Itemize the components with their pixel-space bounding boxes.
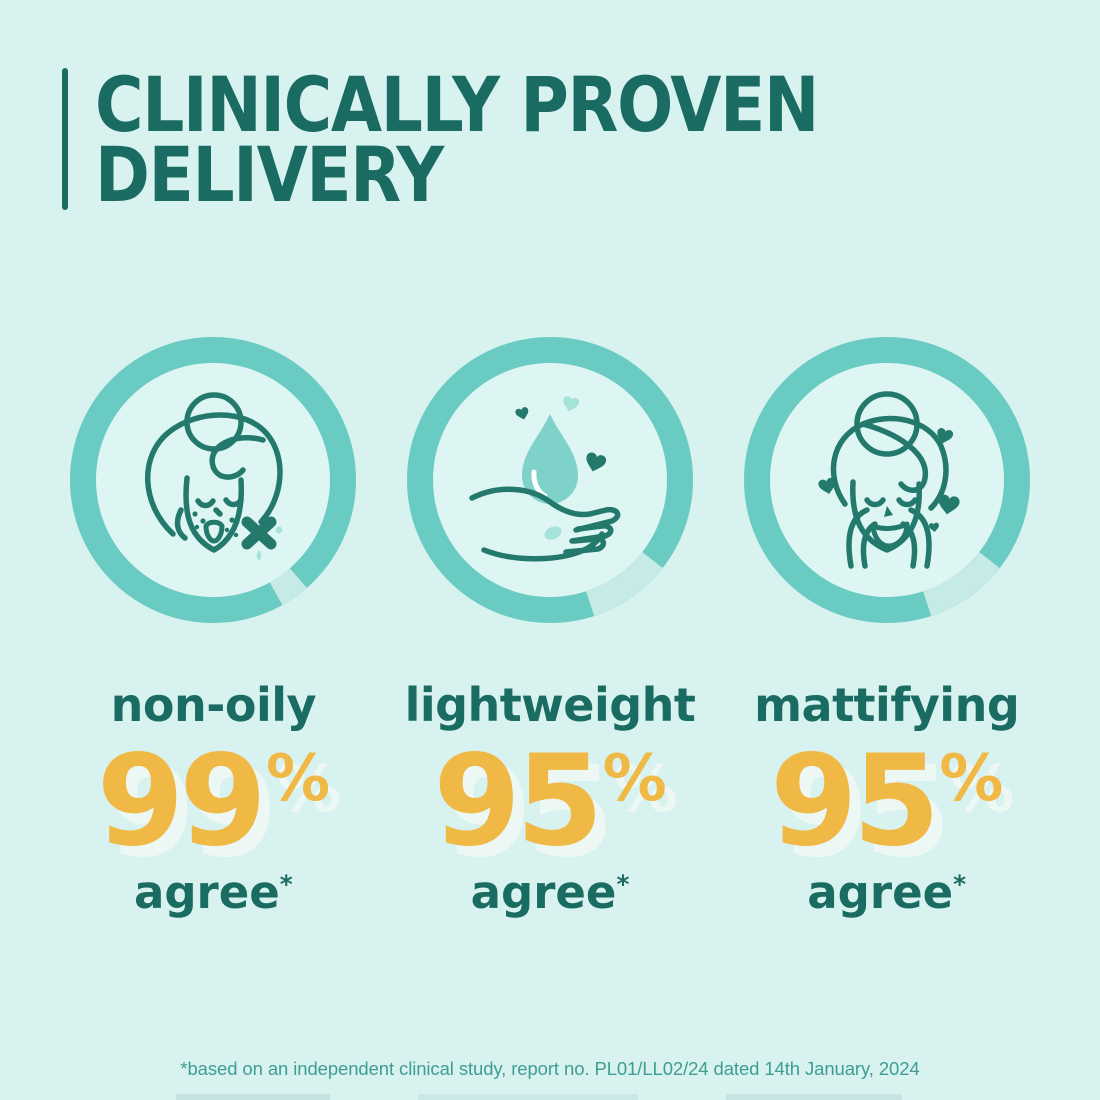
stat-card-non-oily: non-oily 99% agree*	[45, 334, 382, 915]
stat-label: mattifying	[754, 678, 1020, 732]
percent-sign: %	[939, 742, 1004, 816]
pampered-face-icon	[818, 391, 960, 569]
stat-percent-value: 95	[769, 727, 940, 874]
stat-percent: 95%	[433, 738, 666, 864]
hand-with-water-drop-icon	[469, 396, 621, 562]
title-line-1: CLINICALLY PROVEN	[95, 60, 819, 149]
ring-chart	[743, 337, 1030, 623]
stat-percent-value: 99	[96, 727, 267, 874]
stat-percent-value: 95	[433, 727, 603, 874]
progress-ring-lightweight	[404, 334, 696, 626]
footnote: *based on an independent clinical study,…	[180, 1058, 920, 1079]
progress-ring-mattifying	[741, 334, 1033, 626]
progress-ring-non-oily	[67, 334, 359, 626]
stat-note-text: agree	[807, 866, 954, 919]
page-title: CLINICALLY PROVEN DELIVERY	[95, 60, 819, 219]
stat-card-mattifying: mattifying 95% agree*	[718, 334, 1055, 915]
percent-sign: %	[602, 742, 667, 816]
stat-label: non-oily	[110, 678, 317, 732]
stats-row: non-oily 99% agree*	[45, 334, 1055, 915]
asterisk: *	[279, 870, 293, 900]
stat-note-text: agree	[470, 866, 617, 919]
asterisk: *	[953, 870, 967, 900]
stat-note: agree*	[134, 870, 293, 915]
stat-note: agree*	[807, 870, 966, 915]
bottom-edge-artifact	[0, 1094, 1100, 1100]
stat-card-lightweight: lightweight 95% agree*	[382, 334, 719, 915]
stat-label: lightweight	[404, 678, 696, 732]
stat-note: agree*	[471, 870, 630, 915]
stat-note-text: agree	[133, 866, 280, 919]
title-line-2: DELIVERY	[95, 129, 444, 219]
blemish-free-face-icon	[145, 392, 284, 560]
asterisk: *	[616, 870, 630, 900]
stat-percent: 99%	[97, 738, 330, 864]
stat-percent: 95%	[770, 738, 1003, 864]
title-accent-bar	[62, 68, 68, 210]
percent-sign: %	[265, 742, 331, 816]
header: CLINICALLY PROVEN DELIVERY	[62, 60, 926, 219]
